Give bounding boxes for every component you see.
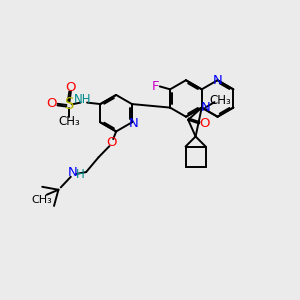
Text: O: O xyxy=(106,136,117,149)
Text: CH₃: CH₃ xyxy=(58,115,80,128)
Text: O: O xyxy=(46,97,57,110)
Text: O: O xyxy=(199,117,210,130)
Text: S: S xyxy=(65,98,74,112)
Text: NH: NH xyxy=(74,93,92,106)
Text: CH₃: CH₃ xyxy=(209,94,231,107)
Text: N: N xyxy=(68,166,77,178)
Text: N: N xyxy=(128,117,138,130)
Text: O: O xyxy=(66,81,76,94)
Text: N: N xyxy=(213,74,222,87)
Text: N: N xyxy=(200,101,210,114)
Text: F: F xyxy=(152,80,159,93)
Text: H: H xyxy=(76,168,85,181)
Text: CH₃: CH₃ xyxy=(31,195,52,205)
